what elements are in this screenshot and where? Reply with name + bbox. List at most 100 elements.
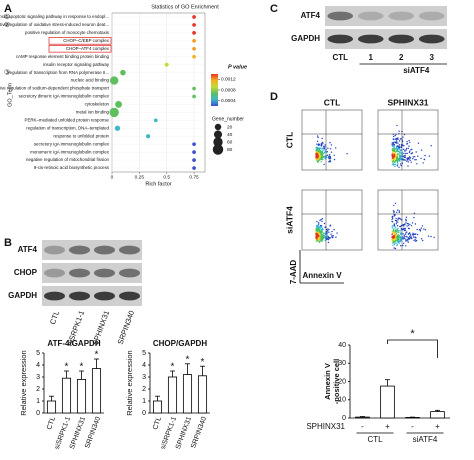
blot-band (69, 291, 90, 301)
event-dot (396, 228, 398, 230)
event-dot (392, 221, 394, 223)
bar (167, 376, 178, 414)
event-dot (329, 237, 331, 239)
y-tick-label: 5 (142, 350, 146, 357)
event-dot (396, 225, 399, 227)
event-dot (315, 153, 317, 155)
y-axis-label: GO_Term (7, 83, 13, 107)
event-dot (391, 149, 393, 151)
event-dot (400, 138, 403, 140)
event-dot (326, 234, 328, 236)
event-dot (422, 162, 424, 164)
plot-frame (301, 109, 363, 171)
plot-frame (377, 189, 439, 251)
highlight-box (48, 37, 112, 45)
event-dot (403, 159, 405, 161)
event-dot (318, 226, 321, 228)
event-dot (394, 226, 397, 228)
event-dot (402, 159, 404, 161)
event-dot (393, 224, 396, 226)
legend-dot (213, 137, 223, 147)
y-axis-label: Relative expression (125, 350, 134, 415)
event-dot (320, 152, 322, 154)
event-dot (391, 231, 393, 233)
event-dot (412, 232, 414, 234)
significance-mark: * (95, 350, 99, 361)
event-dot (393, 211, 395, 214)
y-tick-label: monomeric IgA immunoglobulin complex (30, 149, 110, 154)
event-dot (405, 232, 407, 234)
event-dot (328, 161, 330, 163)
y-tick-label: response to unfolded protein (53, 133, 109, 138)
event-dot (316, 231, 318, 233)
dot (192, 23, 196, 27)
event-dot (403, 242, 405, 244)
event-dot (395, 155, 397, 157)
y-tick-label: CHOP–C/EBP complex (63, 38, 110, 43)
event-dot (324, 158, 326, 160)
event-dot (321, 158, 323, 161)
event-dot (320, 234, 322, 236)
dot (192, 166, 196, 170)
x-tick-label: + (385, 422, 390, 431)
event-dot (407, 161, 409, 163)
significance-mark: * (201, 357, 205, 368)
event-dot (400, 152, 402, 154)
event-dot (410, 236, 412, 238)
event-dot (318, 143, 320, 145)
event-dot (407, 224, 410, 226)
colorbar-tick-label: 0.0008 (221, 87, 236, 93)
event-dot (423, 228, 425, 230)
panel-label: C (270, 3, 278, 15)
event-dot (403, 236, 405, 238)
dot (192, 38, 196, 43)
event-dot (318, 152, 320, 154)
event-dot (409, 141, 411, 144)
significance-mark: * (410, 328, 415, 340)
event-dot (399, 225, 402, 228)
y-tick-label: 10 (338, 397, 346, 404)
event-dot (399, 218, 402, 220)
blot-row-label: ATF4 (301, 11, 321, 20)
event-dot (396, 148, 398, 150)
event-dot (420, 227, 423, 229)
event-dot (396, 165, 399, 167)
event-dot (413, 233, 416, 235)
event-dot (328, 158, 330, 160)
x-row-label: SPHINX31 (306, 422, 345, 431)
event-dot (406, 236, 408, 238)
panel-label: A (4, 3, 12, 15)
event-dot (416, 163, 418, 165)
event-dot (322, 143, 324, 145)
event-dot (394, 242, 396, 244)
event-dot (317, 161, 319, 163)
event-dot (406, 143, 409, 145)
event-dot (408, 151, 411, 154)
event-dot (405, 149, 407, 151)
event-dot (321, 228, 323, 230)
event-dot (393, 161, 396, 163)
event-dot (400, 156, 402, 158)
event-dot (316, 233, 318, 235)
y-tick-label: PERK–mediated unfolded protein response (25, 117, 110, 122)
event-dot (391, 233, 393, 236)
bar (76, 378, 87, 414)
event-dot (319, 241, 321, 243)
event-dot (398, 130, 400, 132)
significance-mark: * (171, 362, 175, 373)
event-dot (415, 159, 417, 161)
event-dot (392, 157, 395, 159)
event-dot (321, 218, 324, 220)
event-dot (420, 157, 422, 160)
event-dot (391, 144, 393, 146)
event-dot (421, 225, 424, 227)
event-dot (321, 150, 323, 153)
event-dot (327, 156, 330, 158)
y-tick-label: 0 (142, 410, 146, 417)
blot-strip (42, 286, 142, 306)
event-dot (397, 236, 400, 238)
event-dot (408, 139, 410, 142)
event-dot (395, 234, 398, 237)
event-dot (330, 144, 333, 146)
event-dot (398, 146, 400, 148)
